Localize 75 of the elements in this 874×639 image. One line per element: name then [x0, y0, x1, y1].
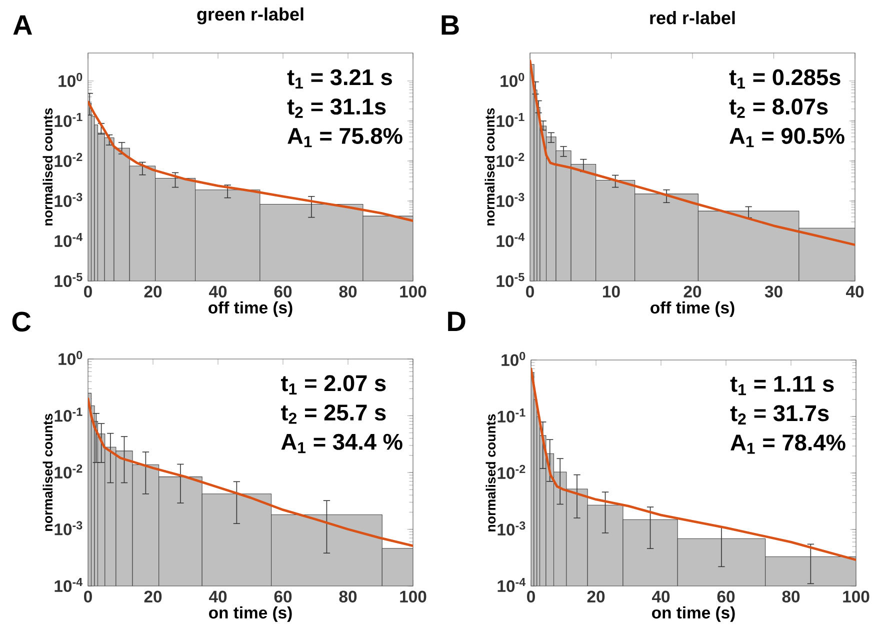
annotation: A$_{1}$ = 34.4 %: [281, 434, 402, 454]
y-axis-title: normalised counts: [42, 414, 53, 531]
y-tick-label: 10$^{-5}$: [496, 273, 524, 288]
y-axis-title: normalised counts: [484, 108, 495, 226]
annotation: A$_{1}$ = 90.5%: [730, 128, 844, 148]
y-tick-label: 10$^{-1}$: [54, 113, 82, 127]
x-tick-label: 60: [717, 590, 735, 603]
annotation: t$_{2}$ = 8.07s: [729, 98, 828, 118]
x-tick-label: 60: [274, 286, 292, 298]
line-series: [531, 368, 856, 562]
x-tick-label: 20: [144, 590, 162, 603]
line-series: [530, 60, 856, 246]
y-tick-label: 10$^{-3}$: [498, 521, 526, 536]
x-tick-label: 80: [339, 286, 357, 298]
y-tick-label: 10$^{0}$: [58, 350, 82, 366]
y-tick-label: 10$^{-3}$: [496, 192, 524, 208]
y-tick-label: 10$^{-2}$: [498, 464, 526, 480]
annotation: t$_{2}$ = 25.7 s: [281, 404, 386, 424]
text: D: [448, 312, 466, 331]
y-tick-label: 10$^{-4}$: [54, 233, 83, 248]
x-tick-label: 100: [400, 286, 426, 298]
x-tick-label: 40: [208, 286, 227, 298]
text: C: [12, 312, 31, 332]
y-tick-label: 10$^{-2}$: [496, 152, 524, 168]
x-axis-title: on time (s): [652, 606, 735, 622]
x-axis-title: off time (s): [208, 301, 292, 317]
x-tick-label: 20: [684, 286, 702, 298]
annotation: A$_{1}$ = 78.4%: [730, 434, 846, 454]
y-tick-label: 10$^{-1}$: [496, 113, 524, 127]
y-axis-title: normalised counts: [486, 414, 496, 532]
annotation: t$_{1}$ = 2.07 s: [281, 375, 386, 394]
annotation: t$_{2}$ = 31.1s: [287, 98, 386, 118]
x-axis-title: off time (s): [650, 301, 734, 317]
x-tick-label: 0: [526, 286, 534, 298]
x-tick-label: 100: [400, 590, 426, 603]
chart-title: green r-label: [197, 7, 304, 24]
y-tick-label: 10$^{-5}$: [54, 273, 82, 288]
y-tick-label: 10$^{0}$: [58, 72, 82, 87]
x-tick-label: 100: [843, 590, 870, 603]
y-tick-label: 10$^{-3}$: [54, 521, 82, 536]
y-tick-label: 10$^{-1}$: [54, 408, 82, 422]
line-series: [88, 100, 413, 222]
x-axis-title: on time (s): [209, 606, 292, 622]
y-tick-label: 10$^{-3}$: [54, 192, 82, 208]
y-tick-label: 10$^{-1}$: [498, 408, 526, 423]
annotation: t$_{1}$ = 0.285s: [729, 69, 840, 89]
y-tick-label: 10$^{0}$: [502, 352, 526, 366]
y-tick-label: 10$^{0}$: [500, 72, 524, 87]
y-tick-label: 10$^{-2}$: [54, 152, 82, 168]
x-tick-label: 0: [84, 590, 92, 603]
annotation: t$_{1}$ = 3.21 s: [287, 69, 392, 89]
y-tick-label: 10$^{-4}$: [54, 578, 83, 592]
x-tick-label: 80: [339, 590, 357, 603]
y-axis-title: normalised counts: [42, 108, 53, 226]
x-tick-label: 30: [764, 286, 782, 298]
x-tick-label: 20: [587, 590, 605, 603]
annotation: A$_{1}$ = 75.8%: [288, 128, 402, 148]
x-tick-label: 40: [208, 590, 227, 603]
x-tick-label: 40: [652, 590, 670, 603]
x-tick-label: 20: [144, 286, 162, 298]
y-tick-label: 10$^{-2}$: [54, 464, 82, 479]
x-tick-label: 40: [846, 286, 864, 298]
chart-title: red r-label: [650, 11, 735, 24]
y-tick-label: 10$^{-4}$: [498, 578, 526, 592]
annotation: t$_{2}$ = 31.7s: [730, 405, 829, 424]
text: B: [442, 15, 459, 35]
x-tick-label: 80: [782, 590, 800, 603]
x-tick-label: 10: [603, 286, 620, 298]
y-tick-label: 10$^{-4}$: [496, 233, 525, 248]
annotation: t$_{1}$ = 1.11 s: [730, 376, 834, 396]
line-series: [88, 397, 413, 548]
text: A: [13, 15, 32, 35]
x-tick-label: 0: [527, 590, 535, 603]
x-tick-label: 60: [274, 590, 292, 603]
x-tick-label: 0: [84, 286, 92, 298]
